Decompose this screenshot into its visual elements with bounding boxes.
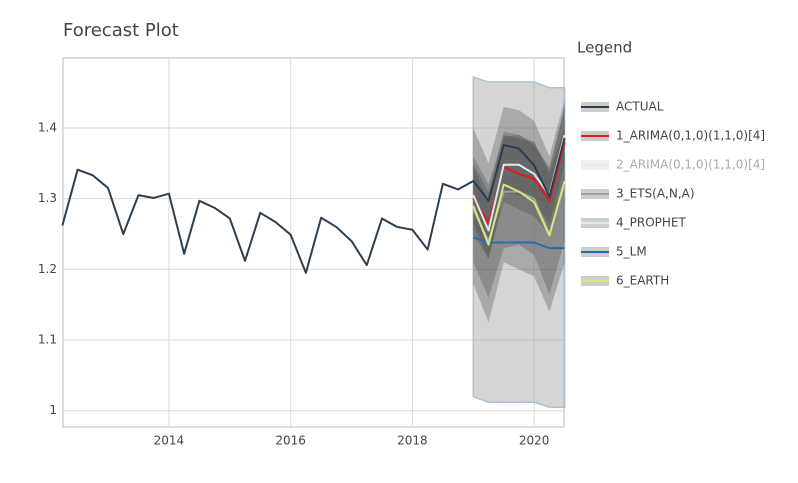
legend-label[interactable]: 6_EARTH [616, 274, 669, 288]
legend-label[interactable]: 2_ARIMA(0,1,0)(1,1,0)[4] [616, 158, 765, 172]
legend-label[interactable]: ACTUAL [616, 100, 664, 114]
legend-label[interactable]: 1_ARIMA(0,1,0)(1,1,0)[4] [616, 129, 765, 143]
y-tick-label: 1.1 [38, 333, 57, 347]
x-tick-label: 2020 [519, 434, 550, 448]
x-tick-label: 2014 [154, 434, 185, 448]
series-line [472, 141, 566, 225]
legend-label[interactable]: 5_LM [616, 245, 647, 259]
y-tick-label: 1 [49, 403, 57, 417]
legend-label[interactable]: 3_ETS(A,N,A) [616, 187, 695, 201]
confidence-band [473, 106, 565, 259]
y-tick-label: 1.4 [38, 120, 57, 134]
legend-title: Legend [577, 39, 632, 57]
series-line [472, 180, 566, 246]
legend-label[interactable]: 4_PROPHET [616, 216, 686, 230]
x-tick-label: 2018 [397, 434, 428, 448]
y-tick-label: 1.2 [38, 262, 57, 276]
series-line [61, 137, 566, 274]
plot-layer [61, 76, 566, 408]
chart-title: Forecast Plot [63, 20, 179, 41]
confidence-band [473, 99, 565, 323]
y-tick-label: 1.3 [38, 191, 57, 205]
x-tick-label: 2016 [275, 434, 306, 448]
